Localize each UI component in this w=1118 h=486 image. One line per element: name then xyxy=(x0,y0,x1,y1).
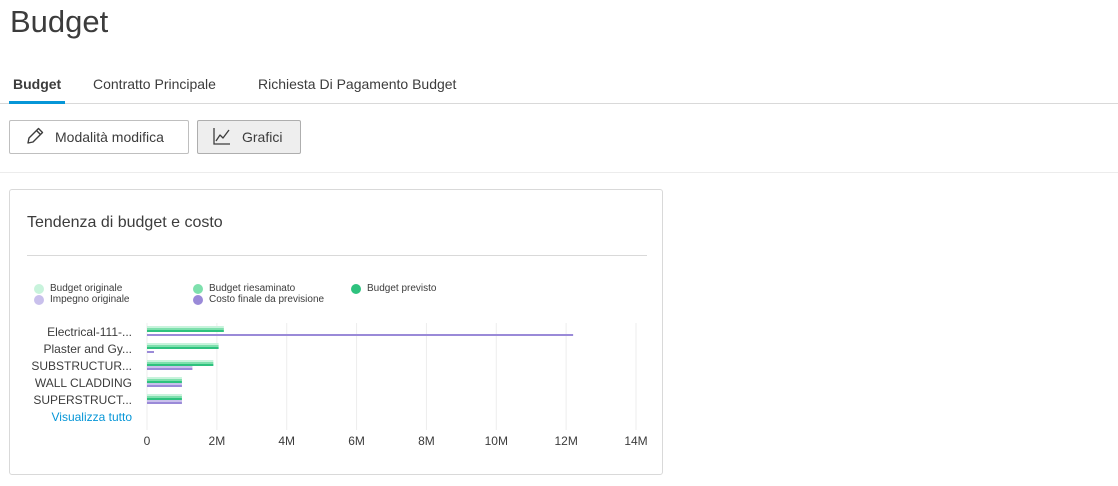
toolbar: Modalità modifica Grafici xyxy=(0,104,1118,173)
legend-dot xyxy=(193,294,203,305)
legend-item-budget-riesaminato: Budget riesaminato xyxy=(193,283,295,294)
x-tick-label: 2M xyxy=(209,434,226,448)
legend-dot xyxy=(193,283,203,294)
bar[interactable] xyxy=(147,330,224,332)
y-category-label: WALL CLADDING xyxy=(35,376,132,390)
charts-label: Grafici xyxy=(242,129,283,145)
budget-trend-card: Tendenza di budget e costo Budget origin… xyxy=(9,189,663,475)
bar[interactable] xyxy=(147,398,182,400)
tab-budget[interactable]: Budget xyxy=(13,76,62,92)
legend-dot xyxy=(34,283,44,294)
pencil-icon xyxy=(25,126,45,149)
edit-mode-button[interactable]: Modalità modifica xyxy=(9,120,189,154)
x-tick-label: 0 xyxy=(144,434,151,448)
bar[interactable] xyxy=(147,383,182,385)
active-tab-indicator xyxy=(9,101,65,104)
bar[interactable] xyxy=(147,326,224,328)
bar[interactable] xyxy=(147,362,214,364)
bar[interactable] xyxy=(147,400,182,402)
view-all-link[interactable]: Visualizza tutto xyxy=(52,410,133,424)
card-divider xyxy=(27,255,647,256)
x-tick-label: 6M xyxy=(348,434,365,448)
bar[interactable] xyxy=(147,377,182,379)
tab-richiesta-pagamento-budget[interactable]: Richiesta Di Pagamento Budget xyxy=(258,76,457,92)
edit-mode-label: Modalità modifica xyxy=(55,129,164,145)
x-tick-label: 10M xyxy=(485,434,508,448)
bar[interactable] xyxy=(147,381,182,383)
bar[interactable] xyxy=(147,351,154,353)
x-tick-label: 8M xyxy=(418,434,435,448)
x-tick-label: 14M xyxy=(624,434,647,448)
legend-label: Budget previsto xyxy=(367,283,437,294)
legend-item-costo-finale-previsione: Costo finale da previsione xyxy=(193,294,324,305)
legend-label: Budget originale xyxy=(50,283,123,294)
page-title: Budget xyxy=(10,4,109,39)
y-category-label: Electrical-111-... xyxy=(47,325,132,339)
x-tick-label: 4M xyxy=(278,434,295,448)
legend-label: Budget riesaminato xyxy=(209,283,296,294)
bar[interactable] xyxy=(147,328,224,330)
bar[interactable] xyxy=(147,394,182,396)
y-category-label: SUBSTRUCTUR... xyxy=(31,359,132,373)
line-chart-icon xyxy=(212,126,232,149)
x-tick-label: 12M xyxy=(554,434,577,448)
bar[interactable] xyxy=(147,360,214,362)
legend-label: Impegno originale xyxy=(50,294,130,305)
bar[interactable] xyxy=(147,364,214,366)
y-category-label: SUPERSTRUCT... xyxy=(33,393,132,407)
legend-dot xyxy=(351,283,361,294)
bar[interactable] xyxy=(147,402,182,404)
bar[interactable] xyxy=(147,379,182,381)
budget-trend-chart: Electrical-111-... Plaster and Gy... SUBST… xyxy=(31,323,648,448)
bar[interactable] xyxy=(147,345,219,347)
bar[interactable] xyxy=(147,396,182,398)
legend-item-impegno-originale: Impegno originale xyxy=(34,294,130,305)
legend-item-budget-previsto: Budget previsto xyxy=(351,283,437,294)
card-title: Tendenza di budget e costo xyxy=(27,214,223,231)
bar[interactable] xyxy=(147,366,193,368)
legend-dot xyxy=(34,294,44,305)
bar[interactable] xyxy=(147,334,574,336)
bar[interactable] xyxy=(147,368,193,370)
legend-label: Costo finale da previsione xyxy=(209,294,325,305)
legend-item-budget-originale: Budget originale xyxy=(34,283,122,294)
charts-button[interactable]: Grafici xyxy=(197,120,301,154)
bar[interactable] xyxy=(147,347,219,349)
tab-bar: Budget Contratto Principale Richiesta Di… xyxy=(0,70,1118,104)
bar[interactable] xyxy=(147,343,219,345)
tab-contratto-principale[interactable]: Contratto Principale xyxy=(93,76,216,92)
y-category-label: Plaster and Gy... xyxy=(44,342,132,356)
bar[interactable] xyxy=(147,385,182,387)
